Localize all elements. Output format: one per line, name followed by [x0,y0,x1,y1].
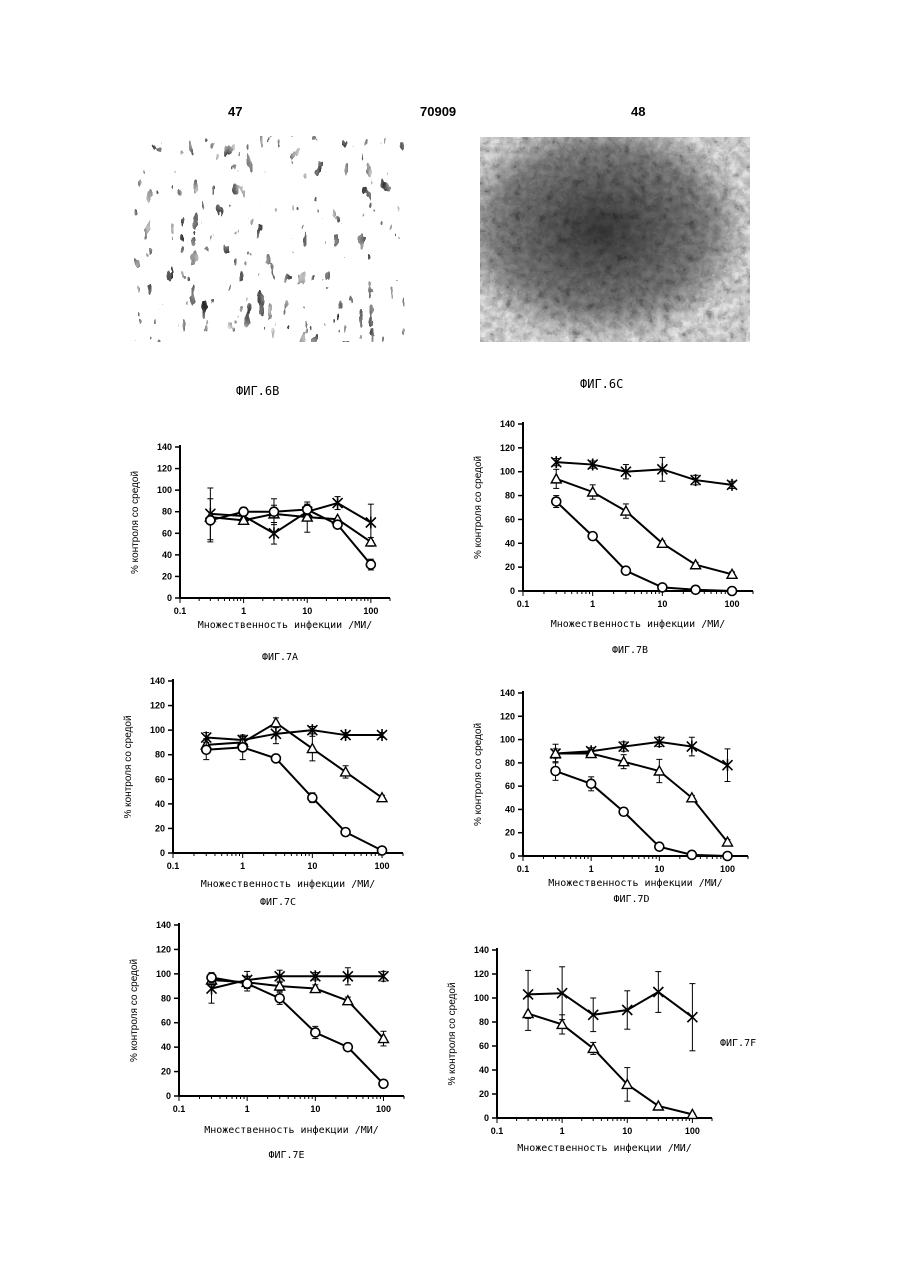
x-tick-label: 0.1 [491,1126,504,1136]
plot-7F: 0 20 40 60 80 100 120 140 0.1 1 10 100 % контроля со… [447,945,756,1154]
y-tick-label: 100 [474,993,489,1003]
y-tick-label: 20 [479,1089,489,1099]
y-axis-label: % контроля со средой [447,982,458,1085]
series-line [528,1014,692,1115]
y-tick-label: 40 [479,1065,489,1075]
series-cross [523,967,697,1051]
x-tick-label: 1 [560,1126,565,1136]
series-triangle [523,997,697,1119]
x-tick-label: 100 [685,1126,700,1136]
y-tick-label: 60 [479,1041,489,1051]
x-axis-label: Множественность инфекции /МИ/ [517,1142,692,1154]
series-line [528,992,692,1017]
data-point-triangle [523,1009,533,1018]
x-tick-label: 10 [622,1126,632,1136]
figure-caption: ФИГ.7F [720,1038,756,1049]
y-tick-label: 80 [479,1017,489,1027]
y-tick-label: 120 [474,969,489,979]
y-tick-label: 0 [484,1113,489,1123]
y-tick-label: 140 [474,945,489,955]
